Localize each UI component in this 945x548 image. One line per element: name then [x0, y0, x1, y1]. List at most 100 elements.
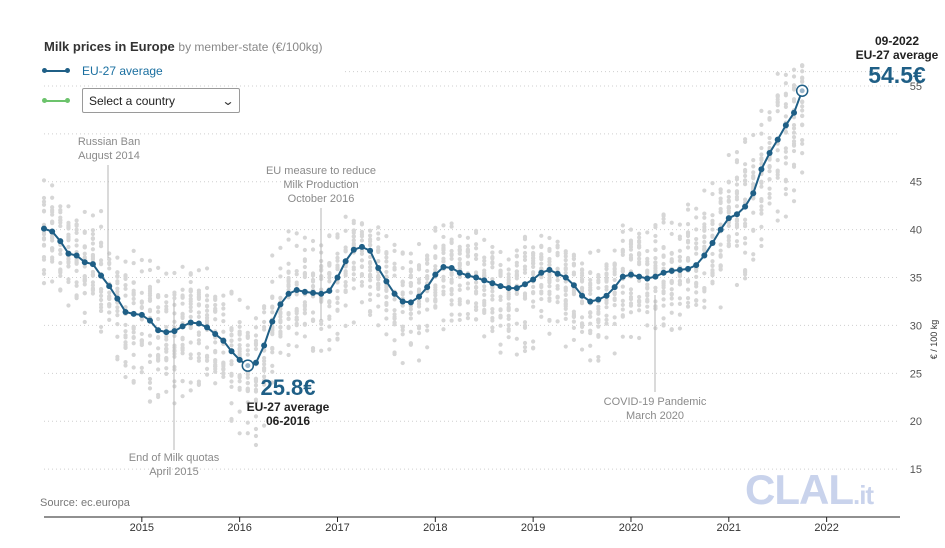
member-state-dot — [710, 191, 715, 197]
member-state-dot — [563, 306, 568, 311]
member-state-dot — [343, 323, 348, 328]
member-state-dot — [498, 249, 503, 255]
member-state-dot — [98, 224, 104, 229]
member-state-dot — [74, 243, 79, 248]
member-state-dot — [694, 298, 699, 303]
member-state-dot — [229, 379, 234, 384]
member-state-dot — [661, 220, 666, 225]
member-state-dot — [172, 290, 177, 295]
annotation-text: Russian Ban — [77, 136, 141, 148]
member-state-dot — [156, 334, 161, 340]
member-state-dot — [482, 270, 487, 276]
member-state-dot — [107, 317, 112, 322]
member-state-dot — [751, 252, 756, 257]
eu-average-point — [538, 269, 545, 276]
member-state-dot — [416, 241, 422, 247]
member-state-dot — [319, 321, 324, 327]
member-state-dot — [645, 259, 650, 264]
member-state-dot — [775, 71, 780, 76]
member-state-dot — [506, 294, 511, 299]
member-state-dot — [278, 350, 283, 355]
member-state-dot — [759, 161, 764, 166]
annotation-text: End of Milk quotas — [128, 452, 220, 464]
member-state-dot — [74, 227, 79, 232]
member-state-dot — [490, 250, 495, 255]
member-state-dot — [685, 202, 691, 207]
member-state-dot — [465, 235, 471, 240]
member-state-dot — [482, 292, 487, 297]
member-state-dot — [506, 272, 511, 277]
member-state-dot — [759, 211, 764, 216]
member-state-dot — [555, 266, 560, 271]
member-state-dot — [506, 328, 511, 333]
member-state-dot — [90, 241, 96, 246]
member-state-dot — [620, 229, 625, 234]
member-state-dot — [115, 313, 120, 318]
member-state-dot — [367, 284, 373, 289]
member-state-dot — [41, 271, 47, 276]
member-state-dot — [164, 271, 169, 276]
member-state-dot — [685, 207, 691, 212]
member-state-dot — [351, 277, 356, 282]
member-state-dot — [425, 253, 430, 258]
member-state-dot — [449, 221, 454, 226]
member-state-dot — [221, 371, 226, 376]
eu-average-line — [43, 90, 804, 367]
member-state-dot — [384, 234, 389, 239]
member-state-dot — [547, 248, 552, 253]
eu-average-point — [318, 290, 325, 297]
member-state-dot — [327, 279, 332, 284]
member-state-dot — [563, 279, 568, 284]
member-state-dot — [726, 204, 731, 209]
member-state-dot — [620, 298, 625, 303]
member-state-dot — [531, 290, 536, 295]
member-state-dot — [327, 263, 332, 268]
member-state-dot — [115, 255, 120, 260]
member-state-dot — [588, 310, 593, 315]
member-state-dot — [359, 222, 365, 227]
member-state-dot — [253, 433, 259, 439]
watermark-suffix: .it — [852, 480, 874, 510]
member-state-dot — [310, 277, 316, 282]
member-state-dot — [473, 285, 479, 290]
member-state-dot — [188, 305, 193, 310]
member-state-dot — [131, 365, 136, 370]
member-state-dot — [571, 270, 577, 275]
member-state-dot — [628, 287, 634, 292]
member-state-dot — [661, 213, 666, 218]
member-state-dot — [359, 238, 365, 243]
member-state-dot — [384, 259, 389, 264]
member-state-dot — [164, 307, 169, 312]
min-value: 25.8€ — [260, 375, 316, 400]
member-state-dot — [702, 239, 707, 245]
legend-item-eu-average[interactable]: EU-27 average — [42, 64, 163, 78]
member-state-dot — [449, 312, 454, 317]
member-state-dot — [449, 280, 454, 285]
member-state-dot — [367, 242, 373, 247]
member-state-dot — [726, 208, 731, 213]
member-state-dot — [270, 380, 275, 385]
member-state-dot — [245, 375, 250, 380]
y-tick-label: 45 — [910, 177, 922, 189]
member-state-dot — [571, 309, 577, 314]
member-state-dot — [612, 292, 617, 297]
country-select[interactable]: Select a country ⌄ — [82, 88, 240, 113]
member-state-dot — [759, 243, 764, 249]
member-state-dot — [90, 291, 96, 296]
member-state-dot — [98, 209, 104, 214]
member-state-dot — [783, 186, 788, 192]
eu-average-point — [293, 286, 300, 293]
member-state-dot — [392, 248, 397, 253]
member-state-dot — [253, 333, 259, 338]
member-state-dot — [98, 293, 104, 298]
member-state-dot — [473, 230, 479, 236]
member-state-dot — [637, 235, 642, 240]
member-state-dot — [164, 343, 169, 348]
eu-average-point — [750, 190, 757, 197]
member-state-dot — [139, 300, 144, 305]
member-state-dot — [449, 292, 454, 297]
member-state-dot — [661, 266, 666, 271]
member-state-dot — [164, 366, 169, 371]
member-state-dot — [637, 308, 642, 313]
eu-average-point — [481, 277, 488, 284]
